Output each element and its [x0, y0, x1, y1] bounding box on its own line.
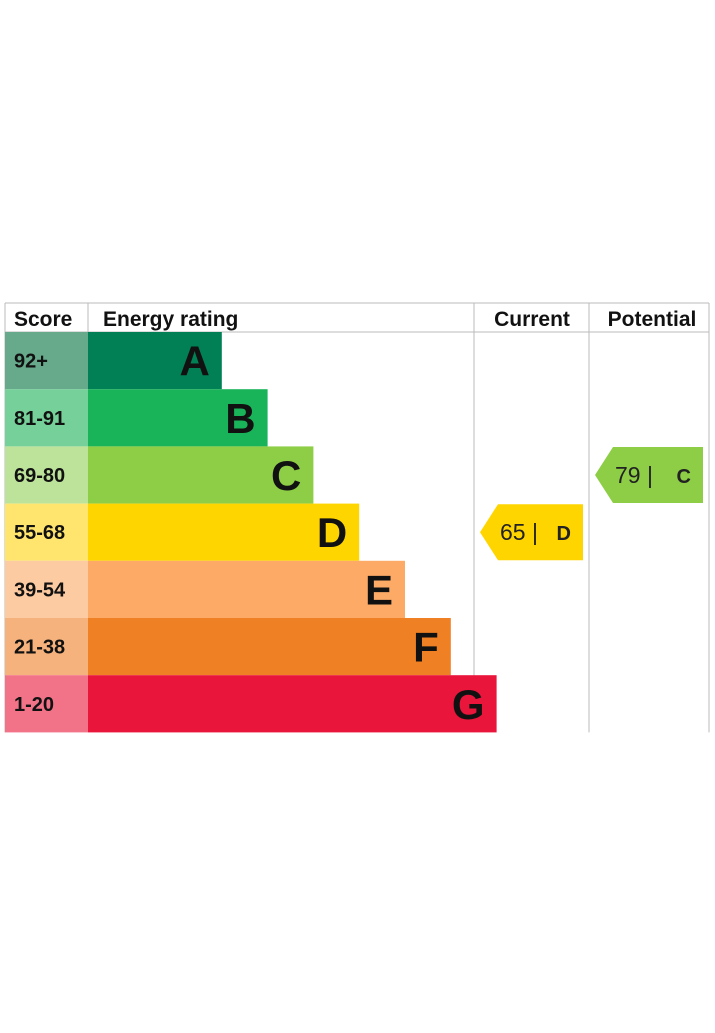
score-label-a: 92+	[14, 351, 48, 373]
score-cell-c	[5, 446, 88, 504]
score-label-e: 39-54	[14, 579, 66, 601]
band-row-d: 55-68 D	[5, 503, 360, 561]
score-cell-d	[5, 503, 88, 561]
band-row-c: 69-80 C	[5, 446, 314, 504]
table-header: Score Energy rating Current Potential	[14, 308, 696, 331]
rating-bar-g	[88, 675, 497, 733]
rating-bands: 92+ A 81-91 B 69-80 C 55-68 D 39-54 E 21-38 F 1-20 G	[5, 332, 497, 733]
potential-value: 79 |	[615, 462, 653, 488]
rating-bar-e	[88, 560, 405, 618]
score-cell-a	[5, 332, 88, 390]
rating-letter-f: F	[413, 624, 439, 671]
rating-letter-d: D	[317, 509, 347, 556]
score-label-d: 55-68	[14, 522, 65, 544]
score-header: Score	[14, 308, 72, 331]
current-arrow	[480, 504, 583, 561]
rating-letter-c: C	[271, 452, 301, 499]
potential-indicator: 79 | C	[595, 447, 703, 503]
rating-bar-c	[88, 446, 314, 504]
potential-header: Potential	[608, 308, 697, 331]
rating-bar-d	[88, 503, 360, 561]
potential-letter: C	[677, 466, 691, 488]
score-cell-g	[5, 675, 88, 733]
score-label-f: 21-38	[14, 637, 65, 659]
energy-rating-header: Energy rating	[103, 308, 238, 331]
potential-arrow	[595, 447, 703, 503]
rating-bar-f	[88, 618, 451, 676]
current-indicator: 65 | D	[480, 504, 583, 561]
band-row-f: 21-38 F	[5, 618, 451, 676]
band-row-b: 81-91 B	[5, 389, 268, 447]
score-cell-f	[5, 618, 88, 676]
rating-letter-e: E	[365, 566, 393, 613]
rating-letter-b: B	[225, 395, 255, 442]
band-row-e: 39-54 E	[5, 560, 405, 618]
rating-bar-b	[88, 389, 268, 447]
band-row-g: 1-20 G	[5, 675, 497, 733]
current-header: Current	[494, 308, 570, 331]
rating-letter-a: A	[179, 338, 209, 385]
rating-indicators: 65 | D 79 | C	[480, 447, 703, 561]
score-label-c: 69-80	[14, 465, 65, 487]
rating-bar-a	[88, 332, 222, 390]
rating-letter-g: G	[452, 681, 485, 728]
score-cell-e	[5, 560, 88, 618]
current-letter: D	[557, 523, 571, 545]
band-row-a: 92+ A	[5, 332, 222, 390]
score-label-b: 81-91	[14, 408, 65, 430]
current-value: 65 |	[500, 519, 538, 545]
score-label-g: 1-20	[14, 694, 54, 716]
score-cell-b	[5, 389, 88, 447]
